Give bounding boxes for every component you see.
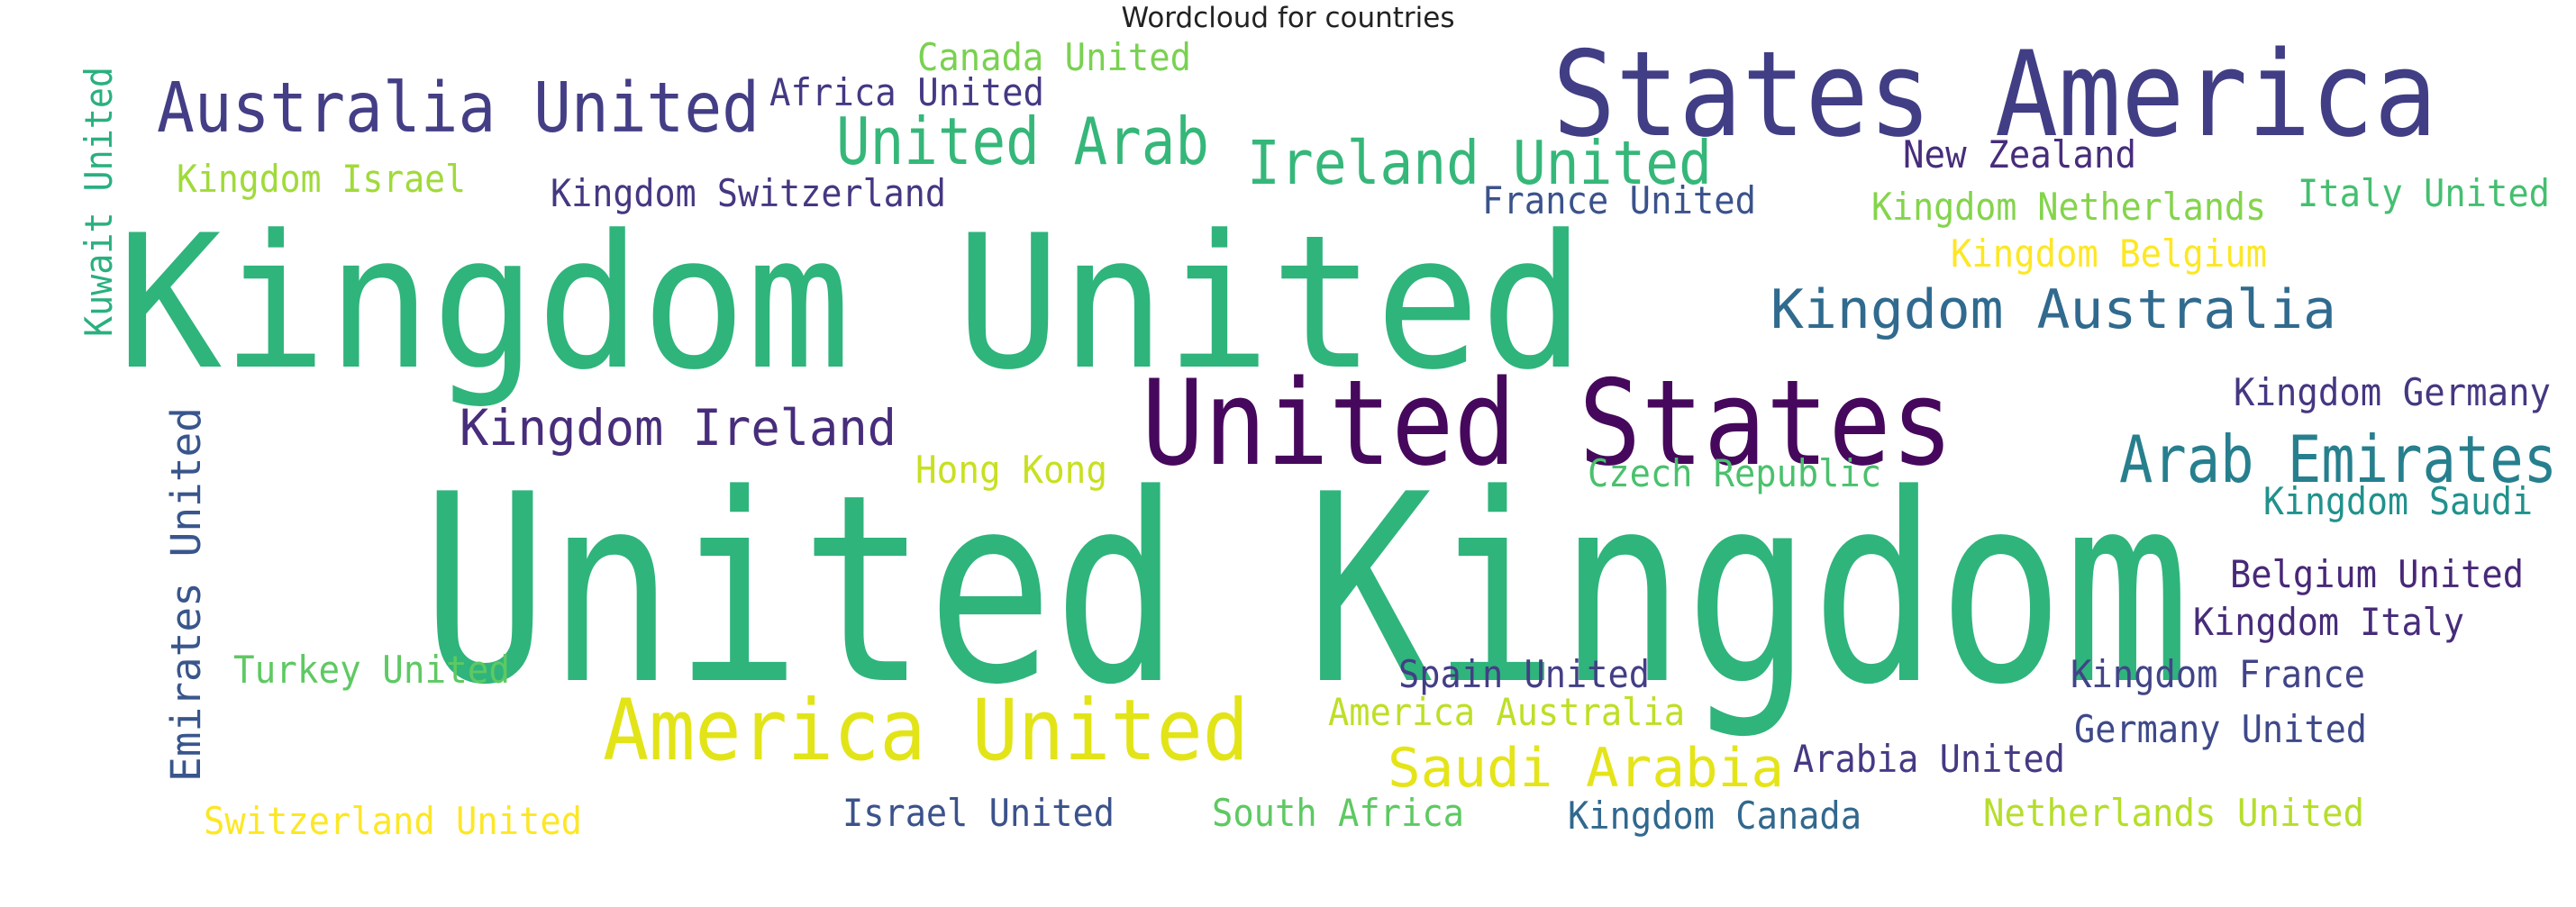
word-turkey-united: Turkey United — [233, 648, 510, 692]
word-kuwait-united: Kuwait United — [77, 67, 121, 337]
word-states-america: States America — [1552, 25, 2437, 163]
word-switzerland-united: Switzerland United — [204, 799, 582, 843]
word-kingdom-canada: Kingdom Canada — [1568, 794, 1861, 838]
word-israel-united: Israel United — [842, 791, 1115, 835]
word-united-states: United States — [1142, 354, 1953, 492]
word-kingdom-switzerland: Kingdom Switzerland — [551, 171, 946, 215]
word-australia-united: Australia United — [157, 68, 760, 149]
word-kingdom-france: Kingdom France — [2071, 652, 2365, 696]
word-arabia-united: Arabia United — [1793, 737, 2065, 781]
word-kingdom-australia: Kingdom Australia — [1770, 278, 2336, 341]
word-america-united: America United — [603, 682, 1249, 780]
word-kingdom-belgium: Kingdom Belgium — [1951, 231, 2267, 276]
word-germany-united: Germany United — [2074, 707, 2367, 751]
word-kingdom-united: Kingdom United — [117, 196, 1585, 411]
word-spain-united: Spain United — [1398, 652, 1650, 696]
word-kingdom-netherlands: Kingdom Netherlands — [1871, 185, 2266, 229]
word-czech-republic: Czech Republic — [1588, 451, 1881, 495]
word-africa-united: Africa United — [769, 70, 1044, 114]
word-south-africa: South Africa — [1212, 791, 1464, 835]
word-united-kingdom: United Kingdom — [422, 440, 2190, 742]
word-belgium-united: Belgium United — [2230, 552, 2524, 596]
word-united-arab: United Arab — [836, 104, 1209, 179]
word-france-united: France United — [1482, 178, 1756, 222]
chart-title: Wordcloud for countries — [1121, 2, 1455, 34]
word-saudi-arabia: Saudi Arabia — [1388, 737, 1784, 800]
word-kingdom-israel: Kingdom Israel — [177, 157, 466, 201]
word-arab-emirates: Arab Emirates — [2119, 422, 2557, 497]
word-kingdom-italy: Kingdom Italy — [2193, 600, 2464, 644]
word-netherlands-united: Netherlands United — [1983, 791, 2364, 835]
word-kingdom-germany: Kingdom Germany — [2234, 370, 2551, 414]
word-america-australia: America Australia — [1328, 690, 1685, 734]
word-canada-united: Canada United — [917, 35, 1191, 79]
word-ireland-united: Ireland United — [1247, 128, 1712, 198]
word-emirates-united: Emirates United — [162, 407, 210, 782]
word-kingdom-ireland: Kingdom Ireland — [460, 399, 897, 457]
word-new-zealand: New Zealand — [1903, 132, 2136, 177]
word-kingdom-saudi: Kingdom Saudi — [2263, 479, 2533, 523]
word-hong-kong: Hong Kong — [915, 448, 1107, 492]
word-italy-united: Italy United — [2298, 171, 2550, 215]
